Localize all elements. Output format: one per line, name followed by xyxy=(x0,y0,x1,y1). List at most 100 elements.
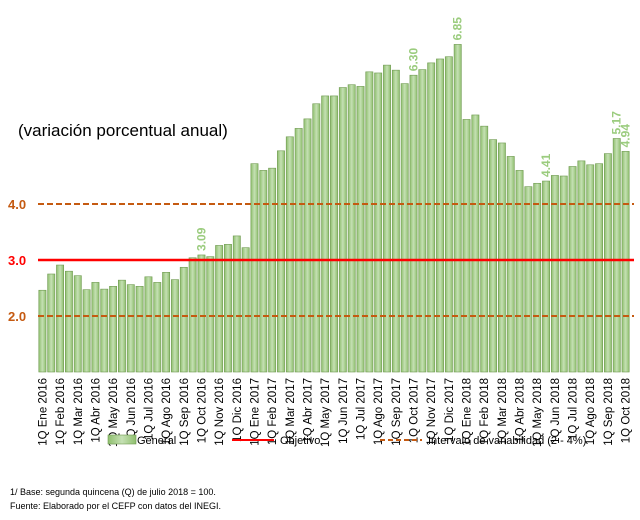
bar xyxy=(497,142,506,373)
bar xyxy=(568,166,577,373)
bar xyxy=(595,163,603,373)
x-tick-label: 1Q Feb 2018 xyxy=(479,378,491,445)
bar xyxy=(162,272,171,373)
x-tick-label: 1Q May 2016 xyxy=(108,378,120,447)
footnote: Fuente: Elaborado por el CEFP con datos … xyxy=(10,501,221,511)
bar xyxy=(206,256,215,373)
bar xyxy=(188,257,197,373)
x-tick-label: 1Q Mar 2016 xyxy=(73,378,85,445)
x-tick-label: 1Q Jul 2018 xyxy=(568,378,580,440)
bar xyxy=(232,235,241,373)
bar xyxy=(285,136,294,373)
bar xyxy=(524,186,533,373)
bar xyxy=(215,245,224,373)
legend-label: General xyxy=(137,435,176,447)
bar xyxy=(603,153,612,373)
x-tick-label: 1Q Dic 2017 xyxy=(444,378,456,442)
bar xyxy=(73,275,82,373)
x-tick-label: 1Q Feb 2016 xyxy=(55,378,67,445)
x-tick-label: 1Q May 2017 xyxy=(320,378,332,447)
bar xyxy=(277,150,285,373)
x-tick-label: 1Q Ene 2017 xyxy=(249,378,261,446)
x-tick-label: 1Q Sep 2016 xyxy=(179,378,191,446)
x-tick-label: 1Q Abr 2018 xyxy=(515,378,527,443)
bar xyxy=(550,175,559,373)
footnote: 1/ Base: segunda quincena (Q) de julio 2… xyxy=(10,487,216,497)
x-tick-label: 1Q Abr 2016 xyxy=(90,378,102,443)
y-tick-label: 3.0 xyxy=(8,253,26,268)
bar xyxy=(153,282,162,373)
bar xyxy=(109,286,118,373)
bar xyxy=(38,289,47,373)
bar xyxy=(515,170,524,373)
bar xyxy=(391,69,400,373)
x-tick-label: 1Q Sep 2017 xyxy=(391,378,403,446)
bar xyxy=(197,254,206,373)
bar xyxy=(586,164,595,373)
bar xyxy=(259,170,268,373)
bar xyxy=(427,62,436,373)
bar xyxy=(436,58,444,373)
bar xyxy=(179,266,188,373)
data-label: 4.41 xyxy=(539,153,553,177)
bar xyxy=(559,175,568,373)
data-label: 5.17 xyxy=(610,111,624,135)
bar xyxy=(356,86,365,373)
y-tick-label: 4.0 xyxy=(8,197,26,212)
x-tick-label: 1Q Ago 2016 xyxy=(161,378,173,445)
bar xyxy=(126,284,135,373)
bar xyxy=(383,64,391,373)
x-tick-label: 1Q Mar 2018 xyxy=(497,378,509,445)
x-tick-label: 1Q Feb 2017 xyxy=(267,378,279,445)
legend-label: Objetivo xyxy=(280,435,320,447)
bar xyxy=(480,125,489,373)
bar xyxy=(338,87,347,373)
bar xyxy=(489,139,497,373)
x-tick-label: 1Q Ago 2018 xyxy=(585,378,597,445)
annotation: (variación porcentual anual) xyxy=(18,121,228,140)
bar xyxy=(171,279,179,373)
bar xyxy=(82,289,91,373)
data-label: 3.09 xyxy=(194,227,208,251)
bar xyxy=(621,151,630,373)
bar xyxy=(91,282,100,373)
x-tick-label: 1Q Nov 2016 xyxy=(214,378,226,446)
bar xyxy=(312,103,321,373)
bar xyxy=(409,74,418,373)
bar xyxy=(444,56,453,373)
x-tick-label: 1Q Jun 2017 xyxy=(338,378,350,444)
bar xyxy=(577,160,586,373)
x-tick-label: 1Q Mar 2017 xyxy=(285,378,297,445)
bar xyxy=(374,72,383,373)
bar xyxy=(144,276,153,373)
x-tick-label: 1Q Oct 2017 xyxy=(409,378,421,443)
bar xyxy=(612,138,621,373)
x-tick-label: 1Q Ene 2016 xyxy=(37,378,49,446)
x-tick-label: 1Q May 2018 xyxy=(532,378,544,447)
data-label: 6.30 xyxy=(407,48,421,72)
bar xyxy=(400,83,409,373)
bar xyxy=(321,95,330,373)
x-tick-label: 1Q Nov 2017 xyxy=(426,378,438,446)
bar xyxy=(135,286,144,373)
x-tick-label: 1Q Ago 2017 xyxy=(373,378,385,445)
data-label: 4.94 xyxy=(619,124,633,148)
bar xyxy=(347,84,356,373)
bar xyxy=(250,163,259,373)
bar xyxy=(303,118,312,373)
data-label: 6.85 xyxy=(451,17,465,41)
bar xyxy=(330,95,338,373)
x-tick-label: 1Q Oct 2018 xyxy=(621,378,633,443)
bar xyxy=(224,244,232,373)
bar xyxy=(365,71,374,373)
bar xyxy=(268,167,277,373)
bar xyxy=(241,247,250,373)
x-tick-label: 1Q Jul 2017 xyxy=(356,378,368,440)
bar xyxy=(294,128,303,373)
bar xyxy=(118,279,126,373)
x-tick-label: 1Q Abr 2017 xyxy=(302,378,314,443)
x-tick-label: 1Q Dic 2016 xyxy=(232,378,244,442)
bar xyxy=(542,180,550,373)
bar xyxy=(506,156,515,373)
